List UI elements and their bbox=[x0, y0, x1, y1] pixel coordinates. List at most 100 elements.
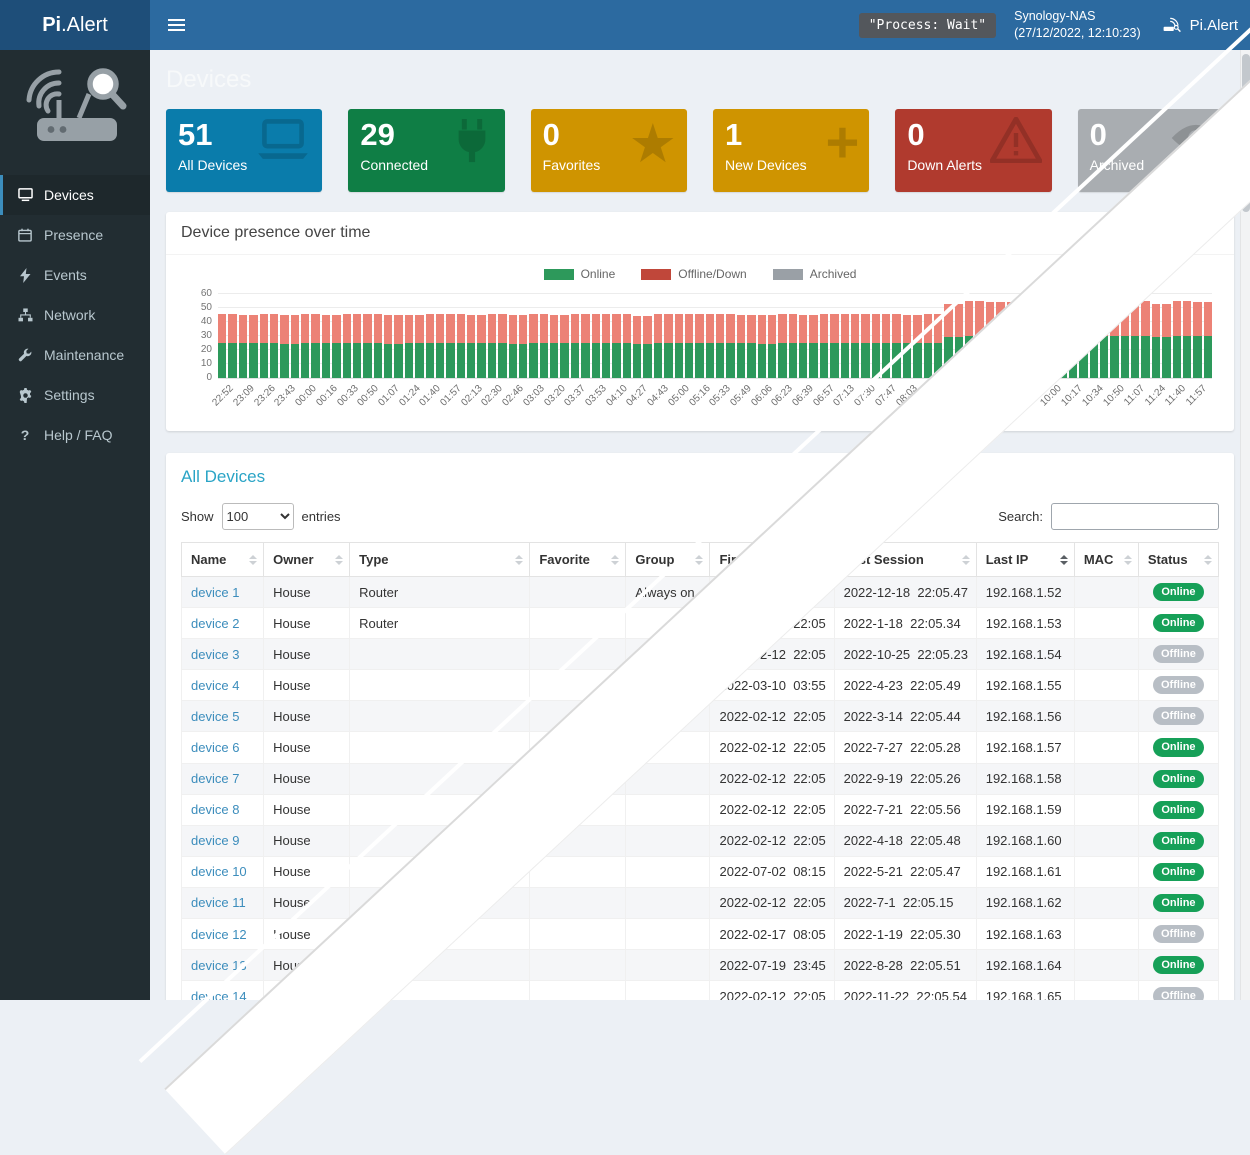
cell-status: Offline bbox=[1137, 700, 1220, 733]
cell-name: device 13 bbox=[180, 949, 265, 982]
column-header-owner[interactable]: Owner bbox=[263, 542, 351, 577]
column-header-group[interactable]: Group bbox=[625, 542, 711, 577]
presence-bar bbox=[581, 313, 590, 378]
legend-item-archived[interactable]: Archived bbox=[772, 267, 856, 281]
legend-item-online[interactable]: Online bbox=[543, 267, 616, 281]
search-input[interactable] bbox=[1051, 503, 1219, 530]
host-info: Synology-NAS (27/12/2022, 12:10:23) bbox=[1014, 8, 1141, 43]
presence-bar bbox=[1048, 301, 1057, 378]
cell-type bbox=[349, 700, 531, 733]
presence-bar bbox=[487, 313, 497, 378]
page-size-select[interactable]: 100 bbox=[221, 503, 294, 530]
sidebar-item-settings[interactable]: Settings bbox=[0, 375, 150, 415]
devices-table-body: device 1 House Router Always on 2021-01-01 0… bbox=[180, 575, 1220, 1000]
sort-icon bbox=[515, 554, 524, 565]
sidebar-item-presence[interactable]: Presence bbox=[0, 215, 150, 255]
pialert-link[interactable]: Pi.Alert bbox=[1163, 13, 1238, 37]
presence-bar bbox=[726, 313, 735, 378]
device-row: device 13 House 2022-07-19 23:45 2022-8-28 … bbox=[180, 949, 1220, 982]
cell-last-session: 2022-1-19 22:05.30 bbox=[833, 918, 977, 951]
cell-owner: House bbox=[263, 669, 351, 702]
pialert-link-label: Pi.Alert bbox=[1189, 16, 1238, 34]
legend-label: Online bbox=[580, 267, 616, 281]
device-link[interactable]: device 9 bbox=[191, 833, 240, 849]
device-link[interactable]: device 8 bbox=[191, 802, 240, 818]
device-link[interactable]: device 7 bbox=[191, 771, 240, 787]
stat-card-favorites[interactable]: 0 Favorites ★ bbox=[530, 109, 687, 192]
presence-bar bbox=[954, 303, 963, 378]
cell-owner: House bbox=[263, 607, 351, 640]
sidebar-toggle-button[interactable] bbox=[164, 13, 189, 37]
column-header-name[interactable]: Name bbox=[180, 542, 265, 577]
sidebar-item-devices[interactable]: Devices bbox=[0, 175, 150, 215]
maintenance-icon bbox=[16, 348, 34, 362]
presence-bar bbox=[1172, 301, 1181, 378]
devices-panel: All Devices Show 100 entries Search: Nam… bbox=[166, 453, 1234, 1000]
device-link[interactable]: device 3 bbox=[191, 646, 240, 662]
presence-bar bbox=[550, 315, 559, 378]
plug-icon bbox=[449, 117, 495, 171]
sidebar-item-network[interactable]: Network bbox=[0, 295, 150, 335]
sidebar-item-help-faq[interactable]: ? Help / FAQ bbox=[0, 415, 150, 455]
device-row: device 7 House 2022-02-12 22:05 2022-9-19 2… bbox=[180, 762, 1220, 795]
devices-icon bbox=[16, 188, 34, 202]
scrollbar-thumb[interactable] bbox=[1242, 54, 1250, 212]
sidebar-item-events[interactable]: Events bbox=[0, 255, 150, 295]
presence-bar bbox=[1027, 302, 1036, 378]
device-link[interactable]: device 10 bbox=[191, 864, 247, 880]
column-header-status[interactable]: Status bbox=[1137, 542, 1220, 577]
cell-mac bbox=[1073, 980, 1139, 1000]
presence-bar bbox=[830, 313, 839, 378]
column-header-favorite[interactable]: Favorite bbox=[529, 542, 627, 577]
legend-item-offline-down[interactable]: Offline/Down bbox=[641, 267, 747, 281]
cell-favorite bbox=[529, 575, 627, 609]
presence-bar bbox=[985, 302, 995, 378]
chart-legend: Online Offline/Down Archived bbox=[180, 267, 1220, 281]
device-link[interactable]: device 11 bbox=[191, 895, 246, 911]
cell-last-ip: 192.168.1.61 bbox=[975, 855, 1075, 888]
cell-group bbox=[625, 638, 711, 671]
cell-owner: House bbox=[263, 793, 351, 826]
brand-logo[interactable]: Pi.Alert bbox=[0, 0, 150, 50]
device-link[interactable]: device 14 bbox=[191, 988, 247, 1000]
device-link[interactable]: device 5 bbox=[191, 708, 240, 724]
column-header-last-ip[interactable]: Last IP bbox=[975, 542, 1075, 577]
stat-card-connected[interactable]: 29 Connected bbox=[348, 109, 505, 192]
column-header-label: First Session bbox=[719, 552, 802, 567]
column-header-mac[interactable]: MAC bbox=[1073, 542, 1139, 577]
vertical-scrollbar[interactable] bbox=[1240, 50, 1250, 1000]
cell-group bbox=[625, 731, 711, 764]
device-link[interactable]: device 6 bbox=[191, 740, 240, 756]
cell-mac bbox=[1073, 638, 1139, 671]
cell-type bbox=[349, 638, 531, 671]
column-header-last-session[interactable]: Last Session bbox=[833, 542, 977, 577]
presence-bar bbox=[342, 313, 351, 378]
stat-card-all-devices[interactable]: 51 All Devices bbox=[166, 109, 323, 192]
presence-bar bbox=[850, 313, 860, 378]
process-status-badge: "Process: Wait" bbox=[858, 12, 997, 38]
stat-card-archived[interactable]: 0 Archived bbox=[1077, 109, 1234, 192]
host-name: Synology-NAS bbox=[1014, 8, 1096, 23]
stat-card-down-alerts[interactable]: 0 Down Alerts bbox=[895, 109, 1052, 192]
device-link[interactable]: device 13 bbox=[191, 957, 247, 973]
cell-last-ip: 192.168.1.60 bbox=[975, 824, 1075, 857]
cell-status: Online bbox=[1137, 855, 1220, 888]
device-link[interactable]: device 1 bbox=[191, 584, 240, 600]
status-badge: Online bbox=[1153, 800, 1204, 819]
cell-first-session: 2022-03-10 03:55 bbox=[709, 669, 835, 702]
device-row: device 4 House 2022-03-10 03:55 2022-4-23 2… bbox=[180, 669, 1220, 702]
presence-bar bbox=[218, 313, 227, 378]
stat-card-new-devices[interactable]: 1 New Devices + bbox=[712, 109, 870, 192]
sidebar-item-maintenance[interactable]: Maintenance bbox=[0, 335, 150, 375]
cell-mac bbox=[1073, 762, 1139, 795]
device-link[interactable]: device 12 bbox=[191, 926, 247, 942]
presence-bar bbox=[570, 313, 580, 378]
device-link[interactable]: device 4 bbox=[191, 677, 240, 693]
device-link[interactable]: device 2 bbox=[191, 615, 240, 631]
column-header-first-session[interactable]: First Session bbox=[709, 542, 835, 577]
laptop-icon bbox=[254, 117, 312, 167]
cell-group bbox=[625, 949, 711, 982]
column-header-type[interactable]: Type bbox=[349, 542, 531, 577]
cell-status: Online bbox=[1137, 824, 1220, 857]
page-size-control: Show 100 entries bbox=[181, 503, 341, 530]
